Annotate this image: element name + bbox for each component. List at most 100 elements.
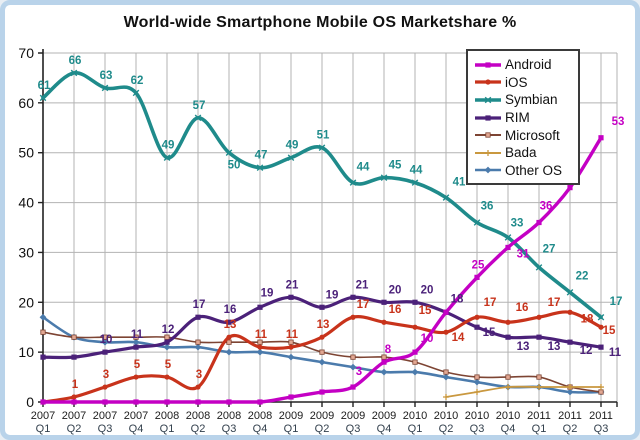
data-label-rim: 20 bbox=[421, 284, 434, 296]
x-tick-year: 2008 bbox=[186, 410, 210, 422]
data-label-ios: 5 bbox=[134, 359, 141, 371]
chart-title: World-wide Smartphone Mobile OS Marketsh… bbox=[123, 14, 517, 31]
data-label-ios: 5 bbox=[165, 359, 172, 371]
data-label-android: 3 bbox=[356, 366, 362, 378]
data-label-symbian: 49 bbox=[286, 140, 299, 152]
x-tick-year: 2008 bbox=[217, 410, 241, 422]
legend: Android iOS Symbian RIM Microsoft Bada Other O… bbox=[466, 49, 580, 186]
x-tick-year: 2008 bbox=[155, 410, 179, 422]
legend-item-other-os: Other OS bbox=[474, 162, 572, 180]
x-tick-year: 2009 bbox=[372, 410, 396, 422]
data-label-rim: 13 bbox=[548, 341, 561, 353]
data-label-ios: 17 bbox=[357, 299, 370, 311]
data-label-rim: 11 bbox=[131, 329, 144, 341]
data-label-symbian: 27 bbox=[543, 243, 556, 255]
legend-label: Bada bbox=[505, 145, 537, 161]
legend-marker-symbian-icon bbox=[475, 96, 501, 104]
legend-marker-ios-icon bbox=[475, 79, 501, 85]
x-tick-year: 2011 bbox=[527, 410, 551, 422]
legend-label: Symbian bbox=[505, 92, 558, 108]
data-label-symbian: 44 bbox=[410, 165, 423, 177]
data-label-android: 31 bbox=[517, 248, 530, 260]
data-label-symbian: 50 bbox=[228, 160, 241, 172]
data-label-android: 53 bbox=[612, 116, 625, 128]
x-tick-year: 2010 bbox=[465, 410, 489, 422]
legend-marker-android-icon bbox=[475, 62, 501, 68]
x-tick-year: 2010 bbox=[434, 410, 458, 422]
data-label-rim: 13 bbox=[517, 341, 530, 353]
x-tick-quarter: Q1 bbox=[408, 423, 423, 435]
data-label-symbian: 66 bbox=[69, 55, 82, 67]
data-label-rim: 15 bbox=[483, 327, 496, 339]
data-label-rim: 19 bbox=[326, 289, 339, 301]
legend-marker-rim-icon bbox=[475, 114, 501, 121]
data-label-symbian: 45 bbox=[389, 160, 402, 172]
series-rim bbox=[40, 294, 604, 360]
x-tick-year: 2011 bbox=[558, 410, 582, 422]
data-label-rim: 18 bbox=[451, 293, 464, 305]
x-tick-year: 2010 bbox=[496, 410, 520, 422]
legend-item-symbian: Symbian bbox=[474, 91, 572, 109]
y-tick-label: 10 bbox=[18, 344, 34, 360]
data-label-symbian: 57 bbox=[193, 100, 206, 112]
x-tick-quarter: Q4 bbox=[501, 423, 516, 435]
y-tick-label: 60 bbox=[18, 95, 34, 111]
data-label-symbian: 17 bbox=[610, 296, 623, 308]
x-tick-quarter: Q2 bbox=[67, 423, 82, 435]
x-tick-quarter: Q1 bbox=[532, 423, 547, 435]
data-label-symbian: 63 bbox=[100, 70, 113, 82]
data-label-symbian: 49 bbox=[162, 140, 175, 152]
x-tick-quarter: Q4 bbox=[377, 423, 392, 435]
data-label-ios: 17 bbox=[548, 297, 561, 309]
x-tick-year: 2007 bbox=[93, 410, 117, 422]
x-tick-year: 2007 bbox=[62, 410, 86, 422]
data-label-symbian: 22 bbox=[576, 270, 589, 282]
x-tick-quarter: Q1 bbox=[36, 423, 51, 435]
x-tick-year: 2007 bbox=[31, 410, 55, 422]
data-label-ios: 16 bbox=[516, 302, 529, 314]
x-tick-quarter: Q4 bbox=[253, 423, 268, 435]
legend-marker-other-os-icon bbox=[475, 166, 501, 174]
legend-label: Microsoft bbox=[505, 127, 560, 143]
legend-item-rim: RIM bbox=[474, 109, 572, 127]
series-symbian bbox=[39, 69, 605, 321]
y-axis-labels: 0 10 20 30 40 50 60 70 bbox=[18, 45, 34, 410]
y-tick-label: 0 bbox=[26, 394, 34, 410]
data-label-android: 10 bbox=[421, 333, 434, 345]
data-label-ios: 13 bbox=[224, 319, 237, 331]
y-tick-label: 20 bbox=[18, 294, 34, 310]
data-label-android: 25 bbox=[472, 259, 485, 271]
legend-item-bada: Bada bbox=[474, 144, 572, 162]
y-tick-label: 70 bbox=[18, 45, 34, 61]
data-label-rim: 21 bbox=[286, 279, 299, 291]
x-tick-quarter: Q2 bbox=[315, 423, 330, 435]
series-android bbox=[40, 135, 604, 405]
legend-label: iOS bbox=[505, 74, 528, 90]
series-microsoft bbox=[40, 329, 604, 395]
data-label-ios: 3 bbox=[103, 369, 109, 381]
x-tick-year: 2011 bbox=[589, 410, 613, 422]
data-label-symbian: 62 bbox=[131, 75, 144, 87]
x-tick-year: 2009 bbox=[341, 410, 365, 422]
data-label-symbian: 41 bbox=[453, 177, 466, 189]
data-label-ios: 15 bbox=[603, 325, 616, 337]
x-tick-quarter: Q3 bbox=[98, 423, 113, 435]
data-label-ios: 1 bbox=[72, 379, 79, 391]
data-label-ios: 13 bbox=[317, 319, 330, 331]
y-tick-label: 50 bbox=[18, 145, 34, 161]
x-tick-quarter: Q3 bbox=[222, 423, 237, 435]
data-label-rim: 16 bbox=[224, 304, 237, 316]
x-tick-year: 2009 bbox=[310, 410, 334, 422]
data-label-ios: 18 bbox=[581, 313, 594, 325]
data-label-symbian: 44 bbox=[357, 162, 370, 174]
x-tick-quarter: Q1 bbox=[284, 423, 299, 435]
data-label-rim: 12 bbox=[162, 324, 175, 336]
x-tick-quarter: Q1 bbox=[160, 423, 175, 435]
x-tick-quarter: Q3 bbox=[594, 423, 609, 435]
data-label-ios: 3 bbox=[196, 369, 202, 381]
x-axis-labels: 2007Q12007Q22007Q32007Q42008Q12008Q22008… bbox=[31, 410, 613, 435]
x-tick-quarter: Q2 bbox=[563, 423, 578, 435]
x-tick-quarter: Q2 bbox=[191, 423, 206, 435]
data-label-rim: 20 bbox=[389, 284, 402, 296]
data-label-ios: 17 bbox=[484, 297, 497, 309]
